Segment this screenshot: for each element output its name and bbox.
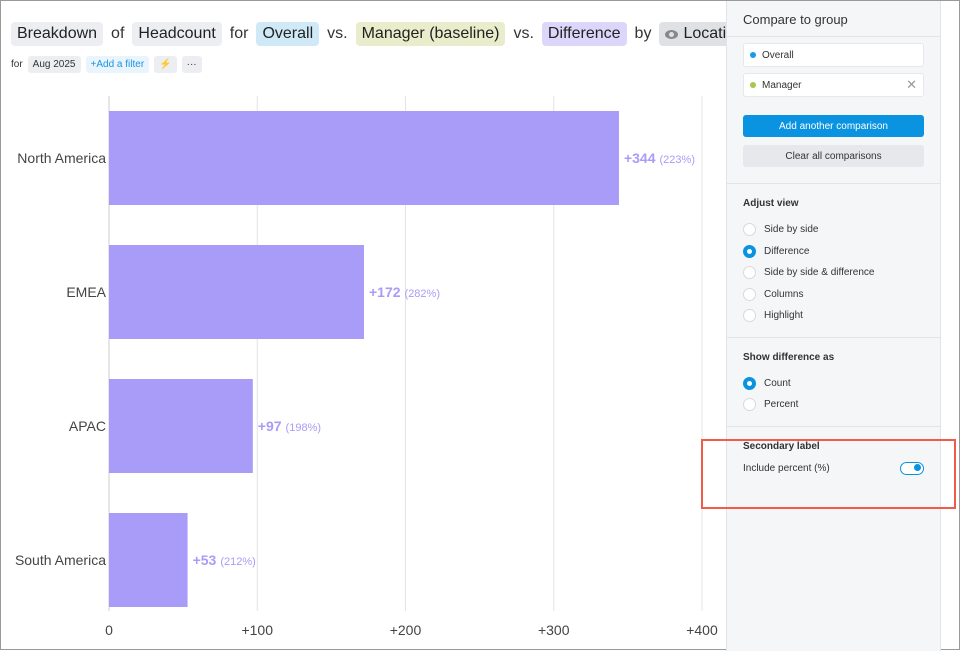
percent-text: (282%)	[405, 288, 440, 300]
highlight-box	[701, 439, 956, 509]
comparison-label: Overall	[762, 49, 794, 61]
radio-button[interactable]	[743, 266, 756, 280]
x-tick-label: +100	[241, 622, 273, 638]
percent-text: (212%)	[220, 556, 255, 568]
radio-label: Count	[764, 377, 791, 389]
sidebar-title: Compare to group	[727, 1, 940, 37]
show-difference-section: Show difference as Count Percent	[727, 336, 940, 426]
date-chip[interactable]: Aug 2025	[27, 56, 81, 73]
radio-label: Percent	[764, 399, 799, 411]
bar-chart: 0 +100 +200 +300 +400 North America +344 (223%)…	[15, 96, 718, 638]
comparison-manager[interactable]: Manager ✕	[743, 73, 924, 97]
measure-chip[interactable]: Headcount	[132, 22, 222, 46]
eye-icon	[665, 29, 679, 39]
radio-button[interactable]	[743, 376, 756, 390]
add-filter-button[interactable]: +Add a filter	[85, 56, 150, 73]
value-label: +53 (212%)	[193, 552, 256, 568]
more-button[interactable]: ···	[181, 56, 202, 73]
close-icon[interactable]: ✕	[906, 77, 917, 92]
vs-text: vs.	[327, 25, 348, 42]
comparison-overall[interactable]: Overall	[743, 43, 924, 67]
radio-button[interactable]	[743, 287, 756, 301]
filter-bar: for Aug 2025 +Add a filter ⚡ ···	[11, 56, 202, 73]
include-percent-label: Include percent (%)	[743, 462, 830, 474]
section-title: Show difference as	[743, 351, 835, 363]
breakdown-chip[interactable]: Breakdown	[11, 22, 104, 46]
for-label: for	[11, 59, 23, 70]
radio-label: Side by side & difference	[764, 267, 875, 279]
value-label: +172 (282%)	[369, 284, 440, 300]
percent-text: (198%)	[286, 422, 321, 434]
compare-sidebar: Compare to group Overall Manager ✕ Add an…	[726, 1, 941, 651]
radio-label: Side by side	[764, 224, 819, 236]
radio-label: Difference	[764, 245, 810, 257]
x-tick-label: 0	[105, 622, 113, 638]
radio-count[interactable]: Count	[743, 373, 924, 395]
manager-chip[interactable]: Manager (baseline)	[355, 22, 506, 46]
radio-percent[interactable]: Percent	[743, 394, 924, 416]
comparison-label: Manager	[762, 79, 802, 91]
category-label: EMEA	[66, 284, 106, 300]
x-tick-label: +200	[390, 622, 422, 638]
secondary-label-section: Secondary label Include percent (%)	[727, 425, 940, 485]
section-title: Secondary label	[743, 440, 820, 452]
adjust-view-section: Adjust view Side by side Difference Side b…	[727, 183, 940, 337]
category-label: North America	[17, 150, 106, 166]
radio-button[interactable]	[743, 398, 756, 412]
bar[interactable]	[109, 245, 364, 339]
manager-dot	[750, 82, 756, 88]
radio-button[interactable]	[743, 223, 756, 237]
radio-side-by-side[interactable]: Side by side	[743, 219, 924, 241]
bar[interactable]	[109, 379, 253, 473]
overall-chip[interactable]: Overall	[256, 22, 320, 46]
overall-dot	[750, 52, 756, 58]
radio-button[interactable]	[743, 309, 756, 323]
value-text: +53	[193, 552, 217, 568]
value-label: +97 (198%)	[258, 418, 321, 434]
section-title: Adjust view	[743, 198, 799, 209]
x-tick-label: +300	[538, 622, 570, 638]
value-text: +97	[258, 418, 282, 434]
difference-chip[interactable]: Difference	[541, 22, 627, 46]
lightning-icon[interactable]: ⚡	[154, 56, 177, 73]
for-text: for	[229, 25, 249, 42]
x-tick-label: +400	[686, 622, 718, 638]
value-text: +172	[369, 284, 401, 300]
include-percent-toggle[interactable]	[900, 461, 924, 475]
value-label: +344 (223%)	[624, 150, 695, 166]
bar[interactable]	[109, 111, 619, 205]
radio-columns[interactable]: Columns	[743, 284, 924, 306]
bar[interactable]	[109, 513, 188, 607]
radio-highlight[interactable]: Highlight	[743, 305, 924, 327]
vs-text: vs.	[513, 25, 534, 42]
add-comparison-button[interactable]: Add another comparison	[743, 115, 924, 137]
radio-label: Highlight	[764, 310, 803, 322]
query-header: Breakdown of Headcount for Overall vs. M…	[11, 22, 750, 46]
percent-text: (223%)	[660, 154, 695, 166]
value-text: +344	[624, 150, 656, 166]
category-label: South America	[15, 552, 106, 568]
category-label: APAC	[69, 418, 106, 434]
clear-comparisons-button[interactable]: Clear all comparisons	[743, 145, 924, 167]
by-text: by	[634, 25, 652, 42]
radio-side-by-side-difference[interactable]: Side by side & difference	[743, 262, 924, 284]
radio-label: Columns	[764, 288, 804, 300]
of-text: of	[111, 25, 125, 42]
radio-button[interactable]	[743, 244, 756, 258]
radio-difference[interactable]: Difference	[743, 241, 924, 263]
